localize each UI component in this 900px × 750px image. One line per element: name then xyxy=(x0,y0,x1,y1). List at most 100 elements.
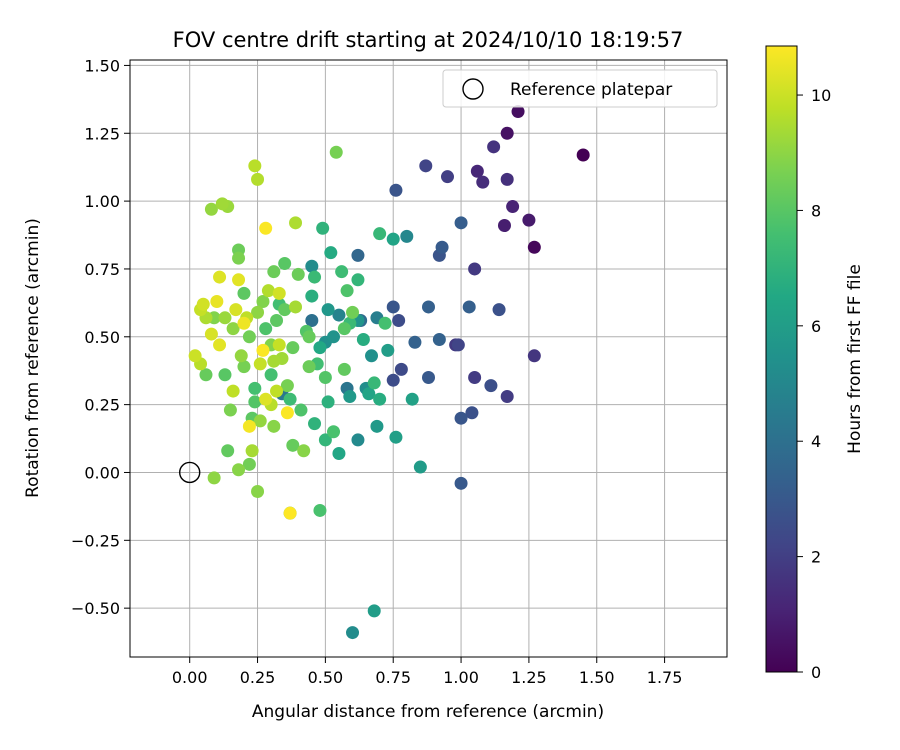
legend-box xyxy=(442,69,718,108)
data-point xyxy=(294,403,308,417)
x-tick-label: 0.75 xyxy=(375,668,411,687)
colorbar-tick-label: 6 xyxy=(811,317,821,336)
data-point xyxy=(237,286,251,300)
data-point xyxy=(389,430,403,444)
data-point xyxy=(226,322,240,336)
colorbar-tick-label: 8 xyxy=(811,201,821,220)
data-point xyxy=(343,389,357,403)
colorbar-ticks: 0 2 4 6 8 10 xyxy=(797,86,831,682)
colorbar-label: Hours from first FF file xyxy=(845,264,865,454)
data-point xyxy=(223,403,237,417)
data-point xyxy=(251,484,265,498)
data-point xyxy=(492,303,506,317)
legend-label: Reference platepar xyxy=(510,80,672,100)
data-point xyxy=(297,444,311,458)
y-tick-label: 0.50 xyxy=(84,328,120,347)
data-point xyxy=(400,229,414,243)
data-point xyxy=(454,216,468,230)
data-point xyxy=(378,316,392,330)
colorbar: 0 2 4 6 8 10 Hours from first FF file xyxy=(765,45,865,682)
data-point xyxy=(289,300,303,314)
x-tick-label: 0.50 xyxy=(308,668,344,687)
data-point xyxy=(245,444,259,458)
data-point xyxy=(362,387,376,401)
data-point xyxy=(432,333,446,347)
data-point xyxy=(210,295,224,309)
data-point xyxy=(500,389,514,403)
data-point xyxy=(351,248,365,262)
data-point xyxy=(283,506,297,520)
data-point xyxy=(305,259,319,273)
data-point xyxy=(506,200,520,214)
data-point xyxy=(218,311,232,325)
data-point xyxy=(413,460,427,474)
data-point xyxy=(351,433,365,447)
data-point xyxy=(248,159,262,173)
data-point xyxy=(408,335,422,349)
data-point xyxy=(237,316,251,330)
data-point xyxy=(346,305,360,319)
data-point xyxy=(367,604,381,618)
y-tick-label: 1.50 xyxy=(84,56,120,75)
data-point xyxy=(422,370,435,384)
data-point xyxy=(470,164,484,178)
data-point xyxy=(337,322,351,336)
legend: Reference platepar xyxy=(442,69,718,108)
data-point xyxy=(272,286,286,300)
data-point xyxy=(454,476,468,490)
data-point xyxy=(286,341,300,355)
data-point xyxy=(256,343,270,357)
data-point xyxy=(242,330,256,344)
colorbar-gradient xyxy=(765,45,798,673)
plot-frame xyxy=(129,59,728,658)
x-tick-label: 1.75 xyxy=(647,668,683,687)
data-point xyxy=(272,338,286,352)
data-point xyxy=(280,406,294,420)
data-point xyxy=(465,406,479,420)
data-point xyxy=(242,457,256,471)
data-point xyxy=(232,251,246,265)
colorbar-tick-label: 4 xyxy=(811,432,821,451)
data-point xyxy=(454,411,468,425)
data-point xyxy=(267,419,281,433)
data-point xyxy=(373,227,387,241)
data-point xyxy=(199,368,213,382)
data-point xyxy=(346,626,360,640)
data-point xyxy=(527,240,541,254)
x-tick-label: 1.50 xyxy=(579,668,615,687)
data-point xyxy=(278,257,292,271)
data-point xyxy=(291,267,305,281)
data-point xyxy=(332,308,346,322)
colorbar-tick-label: 0 xyxy=(811,663,821,682)
data-points xyxy=(178,105,590,640)
data-point xyxy=(283,392,297,406)
data-point xyxy=(329,145,343,159)
data-point xyxy=(248,395,262,409)
x-tick-label: 0.25 xyxy=(240,668,276,687)
data-point xyxy=(302,360,316,374)
data-point xyxy=(280,379,294,393)
data-point xyxy=(468,370,482,384)
data-point xyxy=(218,368,232,382)
data-point xyxy=(386,373,400,387)
data-point xyxy=(289,216,303,230)
data-point xyxy=(267,354,281,368)
data-point xyxy=(487,140,501,154)
data-point xyxy=(394,362,408,376)
data-point xyxy=(278,303,292,317)
data-point xyxy=(213,270,227,284)
x-axis-ticks: 0.00 0.25 0.50 0.75 1.00 1.25 1.50 1.75 xyxy=(172,657,683,687)
data-point xyxy=(327,425,341,439)
data-point xyxy=(188,349,202,363)
data-point xyxy=(270,314,284,328)
data-point xyxy=(392,314,406,328)
data-point xyxy=(340,284,354,298)
data-point xyxy=(576,148,590,162)
data-point xyxy=(286,438,300,452)
data-point xyxy=(476,175,490,189)
data-point xyxy=(221,444,235,458)
data-point xyxy=(324,246,338,260)
data-point xyxy=(215,197,229,211)
data-point xyxy=(321,303,335,317)
data-point xyxy=(251,305,265,319)
